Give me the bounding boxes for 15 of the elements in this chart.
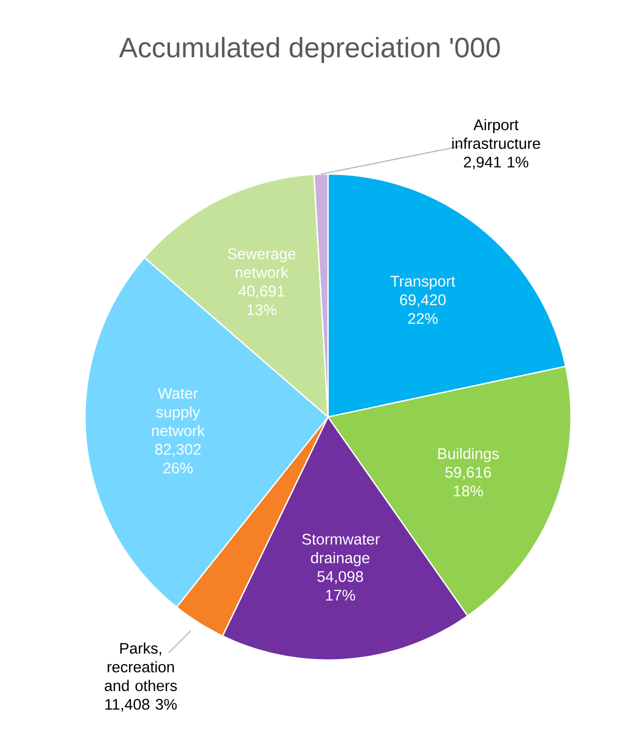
data-label: 2,941 1% [464,156,528,170]
data-label: 69,420 22% [400,294,446,324]
data-label: 59,616 18% [445,466,491,496]
slice-label: Sewerage network [228,248,296,278]
slice-label: Airport infrastructure [452,118,540,149]
slice-label: Buildings [438,448,499,462]
data-label: 40,691 13% [238,286,284,316]
data-label: 54,098 17% [317,571,364,601]
slice-label: Water supply network [152,388,205,436]
slice-label: Parks, recreation and others [104,642,177,692]
chart-title: Accumulated depreciation '000 [119,36,500,64]
data-label: 11,408 3% [105,698,177,712]
slice-label: Transport [390,276,456,290]
data-label: 82,302 26% [155,444,201,474]
slice-label: Stormwater drainage [302,534,380,566]
